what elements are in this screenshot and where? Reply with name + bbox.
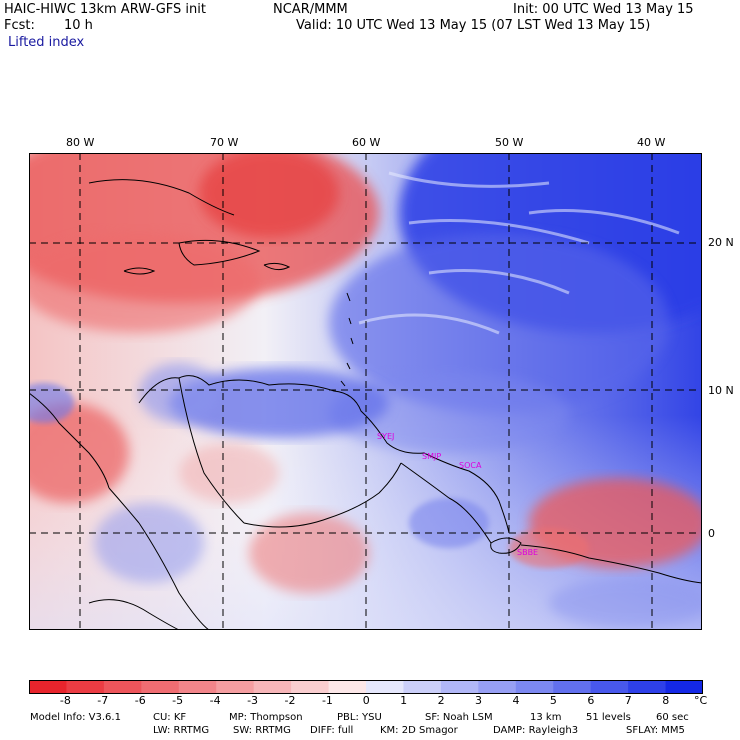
colorbar-cell [553, 680, 592, 694]
colorbar-cell [29, 680, 67, 694]
model-title: HAIC-HIWC 13km ARW-GFS init [4, 2, 206, 17]
colorbar-cell [628, 680, 667, 694]
colorbar-cell [66, 680, 105, 694]
colorbar-cell [665, 680, 703, 694]
lat-label-20n: 20 N [708, 236, 734, 249]
org-label: NCAR/MMM [273, 2, 348, 17]
footer-pbl: PBL: YSU [337, 712, 382, 723]
colorbar-tick-label: 4 [512, 694, 520, 707]
footer-diff: DIFF: full [310, 725, 354, 736]
lon-label-40w: 40 W [637, 136, 666, 149]
colorbar-cell [403, 680, 442, 694]
colorbar-cell [141, 680, 180, 694]
colorbar-tick-label: 3 [475, 694, 483, 707]
colorbar-tick-label: -5 [172, 694, 184, 707]
station-smjp: SMJP [422, 452, 441, 461]
lifted-index-map: SYEJ SMJP SOCA SBBE [29, 153, 702, 630]
colorbar-tick-label: 5 [549, 694, 557, 707]
lon-label-60w: 60 W [352, 136, 381, 149]
footer-timestep: 60 sec [656, 712, 689, 723]
colorbar-tick-label: -8 [59, 694, 71, 707]
footer-km: KM: 2D Smagor [380, 725, 458, 736]
forecast-label: Fcst: [4, 18, 35, 33]
colorbar-cell [328, 680, 367, 694]
footer-cu: CU: KF [153, 712, 187, 723]
colorbar-tick-label: 6 [587, 694, 595, 707]
colorbar-tick-label: 1 [400, 694, 408, 707]
footer-sw: SW: RRTMG [233, 725, 291, 736]
footer-sflay: SFLAY: MM5 [626, 725, 685, 736]
colorbar-cell [366, 680, 404, 694]
colorbar-tick-label: 0 [362, 694, 370, 707]
lon-label-50w: 50 W [495, 136, 524, 149]
init-time: Init: 00 UTC Wed 13 May 15 [513, 2, 694, 17]
footer-model-info: Model Info: V3.6.1 [30, 712, 121, 723]
colorbar-tick-label: -7 [97, 694, 109, 707]
colorbar-cell [440, 680, 479, 694]
lat-label-0: 0 [708, 527, 715, 540]
colorbar-tick-label: -6 [134, 694, 146, 707]
footer-mp: MP: Thompson [229, 712, 303, 723]
colorbar-unit: °C [694, 694, 708, 707]
colorbar-tick-label: -4 [209, 694, 221, 707]
lat-label-10n: 10 N [708, 384, 734, 397]
colorbar-cell [178, 680, 217, 694]
colorbar-cell [590, 680, 629, 694]
footer-lw: LW: RRTMG [153, 725, 210, 736]
station-sbbe: SBBE [517, 548, 538, 557]
colorbar-tick-label: -2 [284, 694, 296, 707]
colorbar-cell [216, 680, 255, 694]
colorbar [29, 680, 703, 694]
colorbar-cell [103, 680, 142, 694]
colorbar-tick-label: -1 [321, 694, 333, 707]
colorbar-cell [291, 680, 330, 694]
footer-resolution: 13 km [530, 712, 562, 723]
colorbar-tick-label: 7 [624, 694, 632, 707]
valid-time: Valid: 10 UTC Wed 13 May 15 (07 LST Wed … [296, 18, 651, 33]
colorbar-tick-label: -3 [247, 694, 259, 707]
colorbar-cell [478, 680, 517, 694]
footer-sf: SF: Noah LSM [425, 712, 493, 723]
lon-label-70w: 70 W [210, 136, 239, 149]
station-syej: SYEJ [377, 432, 394, 441]
colorbar-tick-label: 8 [662, 694, 670, 707]
field-name: Lifted index [8, 35, 85, 50]
forecast-hour: 10 h [64, 18, 93, 33]
colorbar-cell [515, 680, 554, 694]
station-soca: SOCA [459, 461, 482, 470]
footer-levels: 51 levels [586, 712, 631, 723]
footer-damp: DAMP: Rayleigh3 [493, 725, 579, 736]
lon-label-80w: 80 W [66, 136, 95, 149]
colorbar-cell [253, 680, 292, 694]
colorbar-tick-label: 2 [437, 694, 445, 707]
